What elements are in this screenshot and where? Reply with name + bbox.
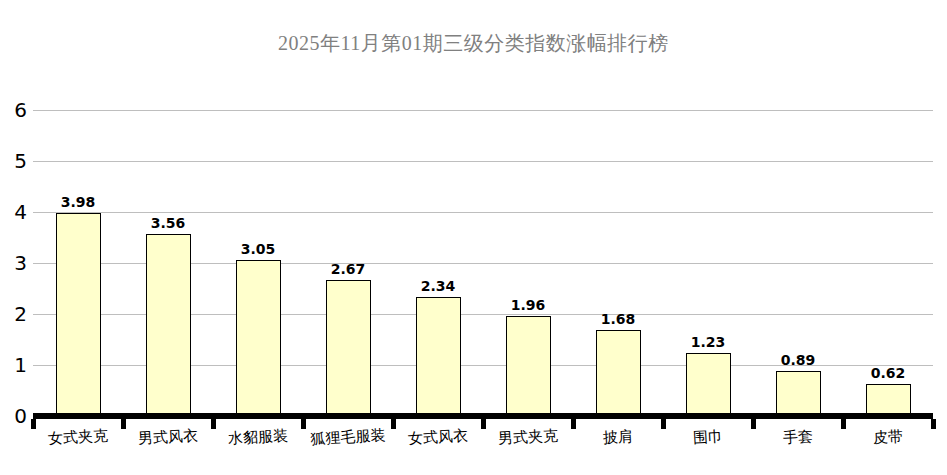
x-axis-tick bbox=[121, 419, 126, 429]
bar-value-label: 2.34 bbox=[393, 278, 483, 294]
chart-title: 2025年11月第01期三级分类指数涨幅排行榜 bbox=[0, 30, 947, 57]
y-tick-label-2: 2 bbox=[0, 304, 27, 324]
bar-value-label: 2.67 bbox=[303, 261, 393, 277]
y-tick-label-5: 5 bbox=[0, 151, 27, 171]
bar-value-label: 0.62 bbox=[843, 365, 933, 381]
y-tick-label-4: 4 bbox=[0, 202, 27, 222]
bar-披肩 bbox=[596, 330, 641, 416]
gridline bbox=[33, 110, 933, 111]
x-axis-tick bbox=[841, 419, 846, 429]
y-tick-label-6: 6 bbox=[0, 100, 27, 120]
bar-value-label: 3.05 bbox=[213, 241, 303, 257]
bar-value-label: 3.98 bbox=[33, 194, 123, 210]
y-tick-label-1: 1 bbox=[0, 355, 27, 375]
bar-男式风衣 bbox=[146, 234, 191, 416]
x-axis-tick bbox=[31, 419, 36, 429]
x-axis-tick bbox=[481, 419, 486, 429]
x-category-label-女式风衣: 女式风衣 bbox=[393, 426, 484, 450]
bar-chart: 2025年11月第01期三级分类指数涨幅排行榜 3.983.563.052.67… bbox=[0, 0, 947, 475]
bar-value-label: 3.56 bbox=[123, 215, 213, 231]
y-tick-label-0: 0 bbox=[0, 406, 27, 426]
x-axis-tick bbox=[571, 419, 576, 429]
plot-area: 3.983.563.052.672.341.961.681.230.890.62 bbox=[33, 110, 933, 416]
x-category-label-狐狸毛服装: 狐狸毛服装 bbox=[303, 426, 394, 450]
x-category-label-女式夹克: 女式夹克 bbox=[33, 426, 124, 450]
y-tick-label-3: 3 bbox=[0, 253, 27, 273]
x-axis-tick bbox=[931, 419, 936, 429]
x-category-label-水貂服装: 水貂服装 bbox=[213, 426, 304, 450]
x-axis-tick bbox=[751, 419, 756, 429]
x-axis-tick bbox=[211, 419, 216, 429]
bar-皮带 bbox=[866, 384, 911, 416]
x-category-label-皮带: 皮带 bbox=[843, 426, 934, 450]
bar-男式夹克 bbox=[506, 316, 551, 416]
bar-手套 bbox=[776, 371, 821, 416]
bar-value-label: 1.96 bbox=[483, 297, 573, 313]
bar-value-label: 1.23 bbox=[663, 334, 753, 350]
x-category-label-披肩: 披肩 bbox=[573, 426, 664, 450]
x-category-label-男式夹克: 男式夹克 bbox=[483, 426, 574, 450]
bar-女式风衣 bbox=[416, 297, 461, 416]
bar-value-label: 0.89 bbox=[753, 352, 843, 368]
x-category-label-男式风衣: 男式风衣 bbox=[123, 426, 214, 450]
bar-水貂服装 bbox=[236, 260, 281, 416]
x-category-label-手套: 手套 bbox=[753, 426, 844, 450]
bar-女式夹克 bbox=[56, 213, 101, 416]
x-axis-tick bbox=[301, 419, 306, 429]
bar-狐狸毛服装 bbox=[326, 280, 371, 416]
bar-围巾 bbox=[686, 353, 731, 416]
x-axis-tick bbox=[391, 419, 396, 429]
gridline bbox=[33, 161, 933, 162]
x-category-label-围巾: 围巾 bbox=[663, 426, 754, 450]
gridline bbox=[33, 212, 933, 213]
x-axis-tick bbox=[661, 419, 666, 429]
bar-value-label: 1.68 bbox=[573, 311, 663, 327]
